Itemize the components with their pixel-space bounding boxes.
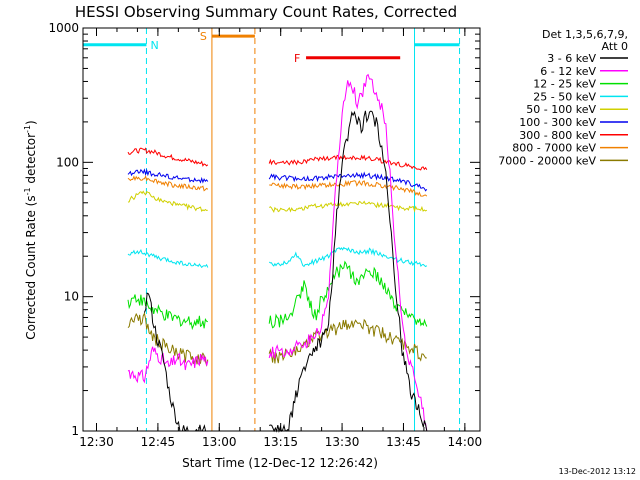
- legend-label: 50 - 100 keV: [526, 103, 596, 116]
- y-axis-title-exp2: -1: [23, 125, 32, 133]
- y-tick-label: 100: [56, 155, 79, 169]
- y-axis-title-exp1: -1: [23, 187, 32, 195]
- series-line: [269, 179, 428, 197]
- x-tick-label: 14:00: [448, 435, 483, 449]
- series-line: [269, 110, 428, 433]
- x-tick-label: 12:45: [141, 435, 176, 449]
- series-line: [127, 346, 209, 384]
- series-line: [127, 175, 209, 192]
- series-line: [127, 249, 209, 269]
- series-line: [127, 147, 209, 167]
- legend-label: 6 - 12 keV: [540, 65, 596, 78]
- flag-n-label: N: [150, 39, 158, 52]
- y-axis-title-end: ): [24, 120, 38, 125]
- y-axis-title: Corrected Count Rate (s-1 detector-1): [23, 120, 38, 339]
- legend-header-2: Att 0: [602, 40, 628, 53]
- y-axis: 1 10 100 1000: [48, 21, 480, 438]
- legend-label: 3 - 6 keV: [547, 52, 596, 65]
- series-line: [127, 294, 209, 331]
- legend-label: 12 - 25 keV: [533, 78, 596, 91]
- y-tick-label: 10: [64, 290, 79, 304]
- series-line: [127, 168, 209, 184]
- legend-label: 100 - 300 keV: [519, 116, 596, 129]
- series-line: [268, 73, 428, 432]
- legend-label: 800 - 7000 keV: [512, 142, 596, 155]
- series-line: [268, 171, 428, 192]
- series-line: [268, 154, 428, 171]
- chart-title: HESSI Observing Summary Count Rates, Cor…: [75, 3, 457, 21]
- y-tick-label: 1000: [48, 21, 79, 35]
- x-tick-label: 13:30: [325, 435, 360, 449]
- flag-f-label: F: [294, 52, 300, 65]
- legend-label: 300 - 800 keV: [519, 129, 596, 142]
- series-line: [127, 190, 208, 213]
- x-tick-label: 12:30: [79, 435, 114, 449]
- series-line: [268, 318, 427, 364]
- series-lines: [127, 73, 428, 433]
- x-tick-label: 13:00: [202, 435, 237, 449]
- y-tick-label: 1: [71, 424, 79, 438]
- plot-frame: [82, 27, 481, 432]
- series-line: [268, 200, 428, 214]
- x-tick-label: 13:15: [263, 435, 298, 449]
- series-line: [268, 260, 428, 329]
- flag-s-label: S: [200, 30, 207, 43]
- x-axis: 12:30 12:45 13:00 13:15 13:30 13:45 14:00: [79, 28, 482, 449]
- timestamp: 13-Dec-2012 13:12: [559, 467, 636, 476]
- y-axis-title-mid: detector: [24, 133, 38, 188]
- flag-bars: N S F: [83, 28, 461, 431]
- legend-label: 25 - 50 keV: [533, 90, 596, 103]
- x-tick-label: 13:45: [386, 435, 421, 449]
- series-line: [268, 246, 428, 268]
- x-axis-title: Start Time (12-Dec-12 12:26:42): [182, 456, 378, 470]
- legend-label: 7000 - 20000 keV: [498, 154, 596, 167]
- legend-header-1: Det 1,3,5,6,7,9,: [542, 28, 628, 41]
- y-axis-title-main: Corrected Count Rate (s: [24, 195, 38, 339]
